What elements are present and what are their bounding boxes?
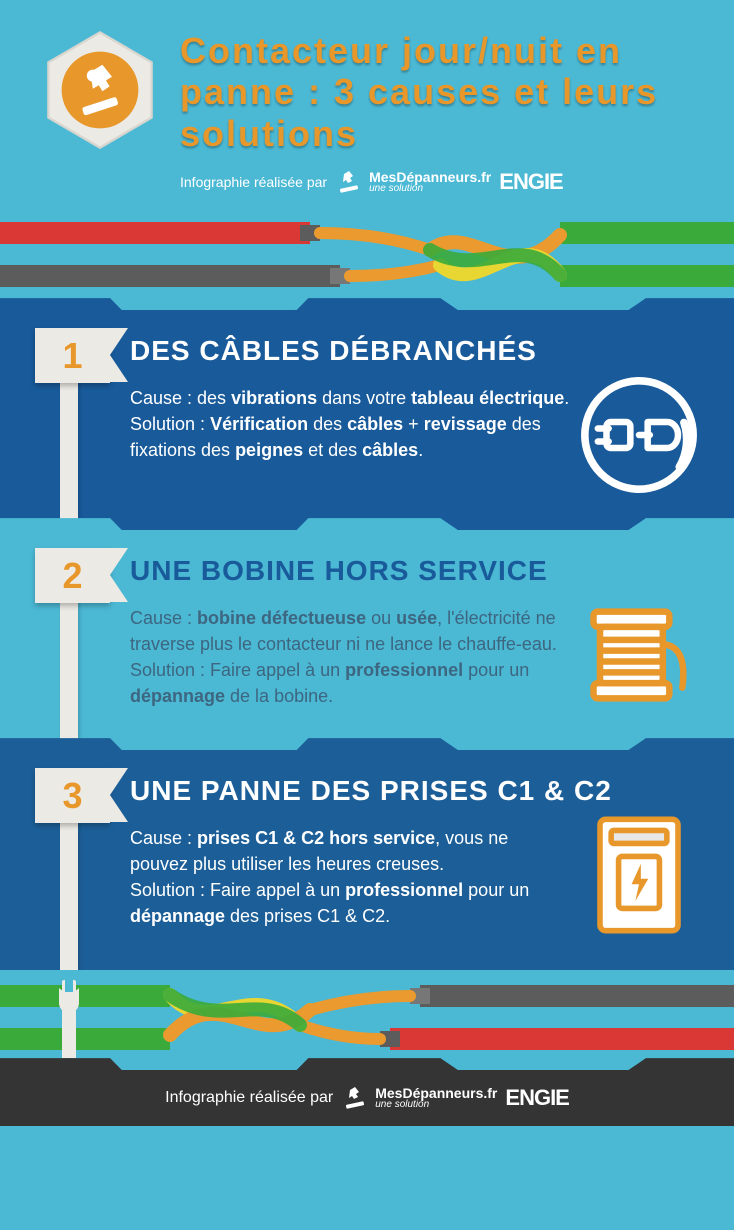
section-1: 1 DES CÂBLES DÉBRANCHÉS Cause : des vibrat… bbox=[0, 310, 734, 530]
section-3: 3 UNE PANNE DES PRISES C1 & C2 Cause : pri… bbox=[0, 750, 734, 970]
logo-engie: ENGIE bbox=[499, 169, 562, 195]
timeline-bar bbox=[60, 600, 78, 755]
section-title: UNE BOBINE HORS SERVICE bbox=[130, 555, 704, 587]
section-body: Cause : prises C1 & C2 hors service, vou… bbox=[130, 825, 570, 929]
wires-top-graphic bbox=[0, 210, 734, 310]
section-body: Cause : des vibrations dans votre tablea… bbox=[130, 385, 570, 463]
runner-icon bbox=[343, 1086, 367, 1110]
infographic-root: Contacteur jour/nuit en panne : 3 causes… bbox=[0, 0, 734, 1126]
timeline-bar bbox=[60, 820, 78, 975]
brand-logo: MesDépanneurs.fr une solution ENGIE bbox=[337, 169, 563, 195]
footer-logo-sub: une solution bbox=[375, 1100, 497, 1110]
section-title: DES CÂBLES DÉBRANCHÉS bbox=[130, 335, 704, 367]
wrench-icon bbox=[48, 978, 90, 1058]
logo-brand: MesDépanneurs.fr bbox=[369, 170, 491, 184]
byline: Infographie réalisée par MesDépanneurs.f… bbox=[180, 169, 714, 195]
runner-icon bbox=[337, 170, 361, 194]
number-ribbon: 3 bbox=[35, 768, 110, 823]
section-body: Cause : bobine défectueuse ou usée, l'él… bbox=[130, 605, 570, 709]
byline-prefix: Infographie réalisée par bbox=[180, 174, 327, 190]
panel-icon bbox=[574, 810, 704, 940]
timeline-bar bbox=[60, 380, 78, 535]
page-title: Contacteur jour/nuit en panne : 3 causes… bbox=[180, 30, 714, 154]
sections-container: 1 DES CÂBLES DÉBRANCHÉS Cause : des vibrat… bbox=[0, 310, 734, 970]
section-2: 2 UNE BOBINE HORS SERVICE Cause : bobine d… bbox=[0, 530, 734, 750]
header: Contacteur jour/nuit en panne : 3 causes… bbox=[0, 0, 734, 210]
section-title: UNE PANNE DES PRISES C1 & C2 bbox=[130, 775, 704, 807]
footer-byline-prefix: Infographie réalisée par bbox=[165, 1089, 333, 1107]
number-ribbon: 1 bbox=[35, 328, 110, 383]
wires-bottom-graphic bbox=[0, 970, 734, 1070]
plug-icon bbox=[574, 370, 704, 500]
footer: Infographie réalisée par MesDépanneurs.f… bbox=[0, 1070, 734, 1126]
spool-icon bbox=[574, 590, 704, 720]
hexagon-badge bbox=[40, 30, 160, 150]
footer-brand-logo: MesDépanneurs.fr une solution ENGIE bbox=[343, 1085, 569, 1111]
title-block: Contacteur jour/nuit en panne : 3 causes… bbox=[180, 30, 714, 195]
number-ribbon: 2 bbox=[35, 548, 110, 603]
logo-sub: une solution bbox=[369, 184, 491, 194]
footer-logo-engie: ENGIE bbox=[505, 1085, 568, 1111]
footer-logo-brand: MesDépanneurs.fr bbox=[375, 1086, 497, 1100]
